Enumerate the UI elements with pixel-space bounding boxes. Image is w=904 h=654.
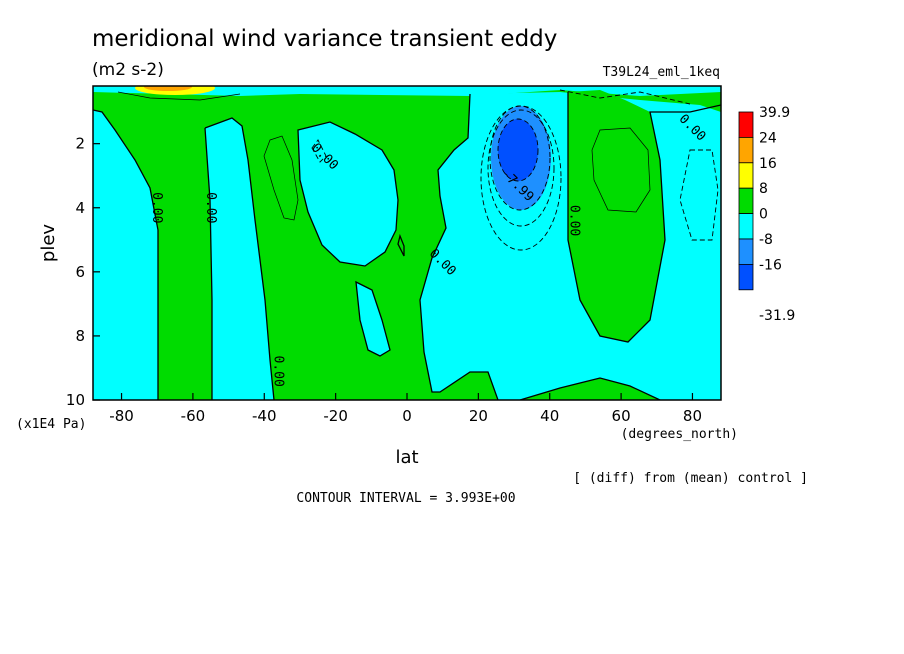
y-tick-label: 4: [75, 199, 85, 217]
colorbar-label: -16: [759, 257, 782, 273]
y-tick-label: 6: [75, 263, 85, 281]
negative-region-south-edge: [93, 110, 158, 400]
x-axis-label: lat: [395, 447, 418, 468]
contour-lines-thin: [117, 91, 651, 221]
colorbar-swatch: [738, 111, 754, 138]
colorbar-label: 0: [759, 207, 768, 223]
plot-area: 0.00 0.000.000.000.00-7.990.000.00: [93, 86, 721, 400]
colorbar-swatch: [738, 213, 754, 240]
positive-island-south-floor: [520, 378, 660, 400]
x-tick-label: -80: [109, 407, 134, 425]
colorbar-label: -31.9: [759, 308, 795, 324]
x-tick-label: -40: [252, 407, 277, 425]
colorbar-swatch: [738, 187, 754, 214]
run-label: T39L24_eml_1keq: [603, 65, 720, 80]
contour-lines-dashed: [311, 89, 719, 251]
contour-label-text: 0.00: [567, 205, 582, 236]
positive-max-inner: [144, 86, 192, 91]
x-axis: -80 -60 -40 -20 0 20 40 60 80: [109, 393, 702, 425]
colorbar-swatch: [738, 162, 754, 189]
negative-core-deep: [498, 119, 538, 181]
contour-label-text: 0.00: [271, 356, 286, 387]
y-axis-label: plev: [38, 224, 59, 263]
y-tick-label: 2: [75, 135, 85, 153]
x-tick-label: 60: [612, 407, 631, 425]
negative-region-top-band: [93, 86, 721, 96]
colorbar: 39.9 24 16 8 0 -8 -16 -31.9: [738, 105, 795, 324]
colorbar-swatch: [738, 136, 754, 164]
chart-units: (m2 s-2): [92, 60, 164, 80]
y-tick-label: 10: [66, 391, 85, 409]
x-tick-label: 80: [683, 407, 702, 425]
contour-label-text: 0.00: [149, 192, 164, 223]
y-tick-label: 8: [75, 327, 85, 345]
y-axis-units: (x1E4 Pa): [16, 417, 86, 432]
x-tick-label: 0: [402, 407, 412, 425]
negative-region-lower-sub: [356, 282, 390, 356]
x-tick-label: -20: [323, 407, 348, 425]
colorbar-swatch: [738, 263, 754, 291]
colorbar-label: 24: [759, 130, 777, 146]
colorbar-label: 16: [759, 156, 777, 172]
x-tick-label: -60: [181, 407, 206, 425]
x-tick-label: 40: [540, 407, 559, 425]
negative-region-mid-south: [205, 118, 274, 400]
colorbar-label: -8: [759, 232, 773, 248]
contour-interval: CONTOUR INTERVAL = 3.993E+00: [296, 491, 515, 506]
contour-label: 0.00: [567, 205, 582, 236]
x-tick-label: 20: [469, 407, 488, 425]
contour-label: 0.00: [271, 356, 286, 387]
x-axis-units: (degrees_north): [621, 427, 738, 442]
contour-label-text: 0.00: [203, 192, 218, 223]
contour-label: 0.00: [149, 192, 164, 223]
colorbar-label: 39.9: [759, 105, 790, 121]
chart-title: meridional wind variance transient eddy: [92, 26, 557, 52]
colorbar-label: 8: [759, 181, 768, 197]
contour-lines: [93, 92, 721, 400]
colorbar-swatch: [738, 238, 754, 265]
negative-region-upper-sub: [298, 122, 398, 266]
contour-label: 0.00: [203, 192, 218, 223]
y-axis: 2 4 6 8 10: [66, 135, 100, 409]
diff-note: [ (diff) from (mean) control ]: [573, 471, 808, 486]
